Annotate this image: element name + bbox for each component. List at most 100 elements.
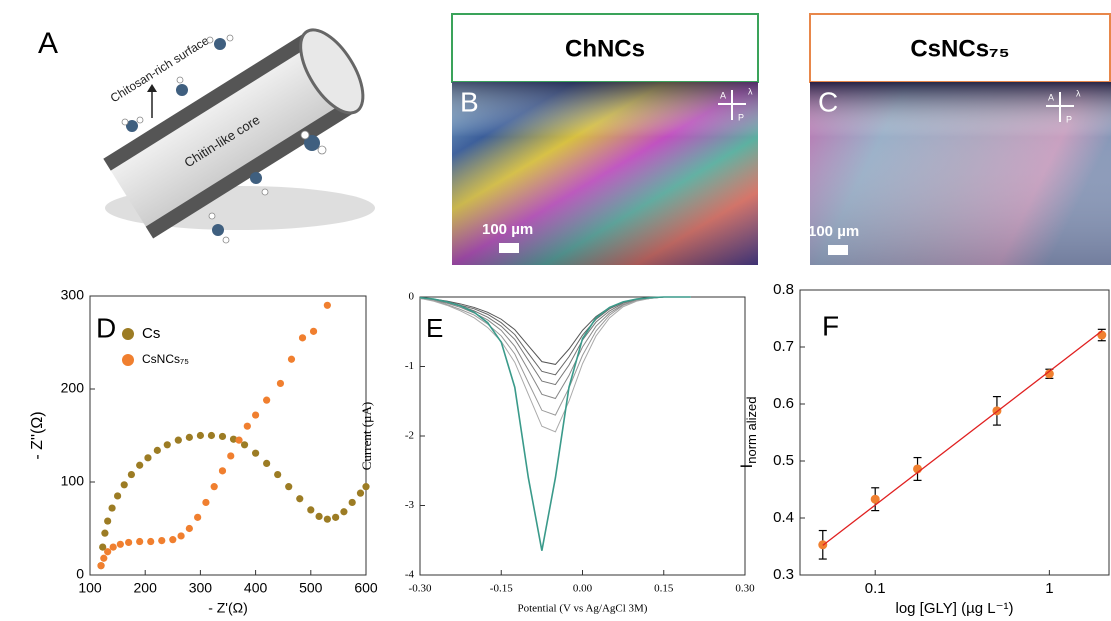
arrow-head	[147, 84, 157, 92]
panel-letter: A	[38, 27, 58, 60]
data-point	[1097, 330, 1107, 340]
data-point	[120, 481, 128, 489]
data-point	[323, 515, 331, 523]
data-point	[218, 467, 227, 475]
x-tick-label: 600	[354, 580, 378, 596]
data-line	[419, 296, 691, 416]
data-point	[296, 495, 304, 503]
scale-bar	[828, 245, 848, 255]
panel-letter: E	[426, 313, 443, 343]
molecules	[126, 38, 320, 236]
data-point	[108, 504, 116, 512]
data-line	[419, 296, 691, 386]
x-tick-label: 0.15	[654, 583, 674, 595]
data-point	[243, 422, 251, 430]
data-point	[1044, 369, 1054, 379]
data-point	[870, 494, 880, 504]
data-line	[419, 296, 691, 551]
plot-frame	[799, 289, 1110, 576]
polarizer-icon	[718, 90, 746, 120]
data-point	[276, 379, 285, 388]
y-tick-label: -1	[405, 360, 414, 372]
data-point	[340, 508, 348, 516]
data-point	[136, 537, 144, 546]
legend-label: Cs	[142, 325, 160, 342]
y-tick-label: 200	[61, 380, 85, 396]
y-tick-label: 300	[61, 287, 85, 303]
data-point	[104, 548, 112, 556]
y-axis-label: Inorm alized	[737, 397, 759, 469]
plot-frame	[89, 295, 367, 576]
data-point	[210, 483, 218, 491]
y-axis-label-main: I	[737, 464, 756, 469]
data-point	[125, 538, 133, 547]
data-point	[153, 446, 161, 454]
x-tick-label: -0.30	[409, 583, 432, 595]
y-axis-label-sub: norm alized	[744, 397, 759, 464]
x-tick-label: -0.15	[490, 583, 513, 595]
data-point	[177, 532, 185, 540]
x-tick-label: 100	[78, 580, 102, 596]
data-point	[169, 536, 177, 544]
micrograph-shade	[452, 82, 758, 265]
scale-label: 100 µm	[482, 221, 533, 238]
data-point	[218, 432, 227, 441]
cylinder-body	[105, 34, 355, 236]
data-point	[194, 513, 202, 521]
y-tick-label: 0.3	[773, 566, 794, 583]
icon-label: P	[1066, 114, 1072, 124]
x-tick-label: 500	[299, 580, 323, 596]
y-tick-label: 0	[76, 566, 84, 582]
cylinder-band	[103, 31, 315, 171]
data-point	[97, 562, 105, 570]
data-point	[100, 554, 108, 562]
data-point	[136, 461, 144, 469]
legend-marker	[122, 354, 134, 366]
icon-label: λ	[1076, 88, 1081, 98]
data-point	[229, 435, 238, 443]
data-point	[163, 441, 171, 449]
data-point	[235, 436, 243, 444]
data-point	[144, 454, 152, 462]
panel-letter: D	[96, 312, 116, 343]
data-point	[309, 327, 318, 335]
data-point	[315, 512, 323, 521]
y-tick-label: -2	[405, 430, 414, 442]
cylinder-end	[299, 28, 365, 115]
data-point	[101, 529, 109, 537]
x-tick-label: 0.00	[573, 583, 593, 595]
y-tick-label: 0.4	[773, 509, 794, 526]
chart: 0.3 0.4 0.5 0.6 0.7 0.8 0.1 1 log [GLY] (µg L⁻¹)…	[737, 281, 1110, 617]
scale-label: 100 µm	[808, 223, 859, 240]
legend-label: CsNCs₇₅	[142, 352, 189, 366]
header-box	[809, 13, 1111, 83]
header-box	[451, 13, 759, 83]
data-point	[348, 498, 356, 507]
data-line	[419, 296, 691, 400]
data-point	[202, 498, 210, 507]
y-tick-label: -4	[405, 569, 415, 581]
data-point	[196, 431, 204, 440]
data-point	[127, 470, 135, 479]
x-tick-label: 1	[1045, 580, 1053, 597]
y-tick-label: 0.8	[773, 281, 794, 298]
icon-label: P	[738, 112, 744, 122]
data-point	[274, 470, 282, 479]
surface-label: Chitosan-rich surface	[108, 33, 212, 105]
y-axis-label-main: - Z''(Ω)	[29, 411, 46, 459]
data-line	[419, 296, 691, 376]
data-point	[263, 396, 271, 404]
scale-bar	[499, 243, 519, 253]
y-axis-label: Current (µA)	[359, 402, 374, 471]
y-tick-label: 100	[61, 473, 85, 489]
x-tick-label: 400	[244, 580, 268, 596]
panel-letter: B	[460, 86, 479, 117]
x-tick-label: 200	[134, 580, 158, 596]
x-tick-label: 0.30	[735, 583, 755, 595]
data-point	[323, 301, 331, 309]
data-point	[240, 441, 249, 449]
x-axis-label: Potential (V vs Ag/AgCl 3M)	[518, 603, 648, 615]
polarizer-icon	[1046, 92, 1074, 122]
y-axis-label-main: Current (µA)	[359, 402, 374, 471]
